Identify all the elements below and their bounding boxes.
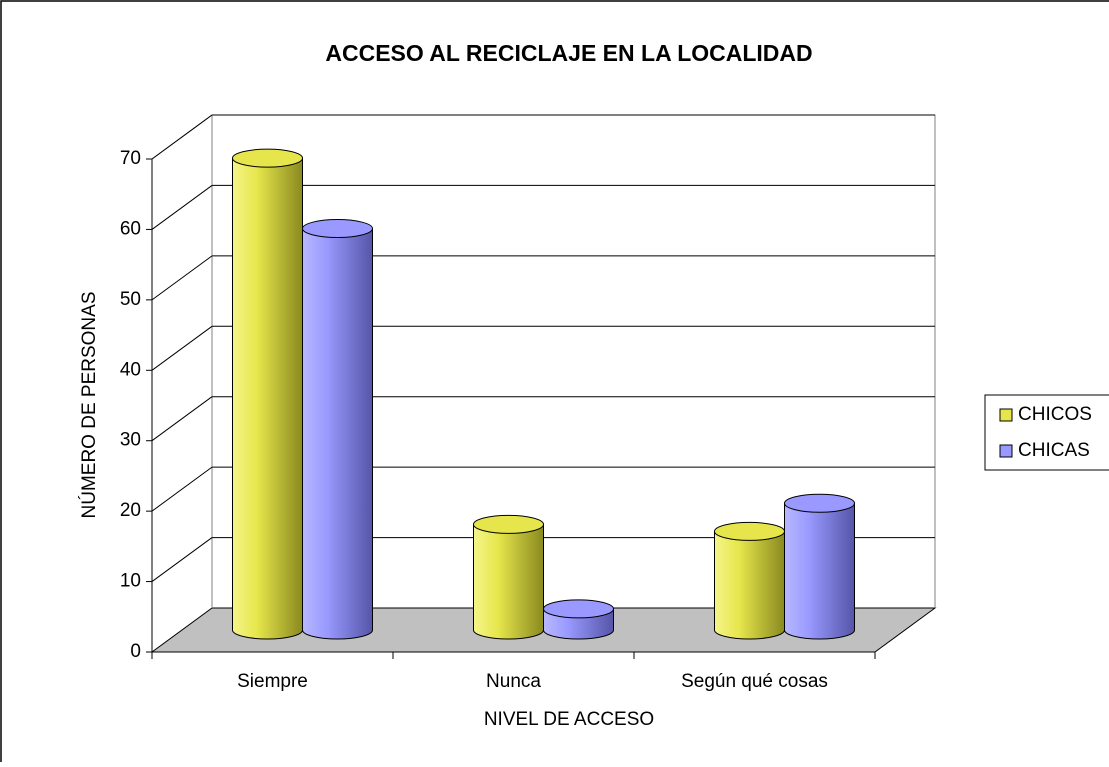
- cylinder-top: [473, 514, 544, 534]
- legend-swatch: [999, 444, 1013, 458]
- chart-title: ACCESO AL RECICLAJE EN LA LOCALIDAD: [325, 40, 812, 66]
- cylinder-body: [302, 228, 373, 640]
- cylinder-top: [302, 219, 373, 239]
- x-tick-label: Nunca: [486, 671, 541, 692]
- cylinder-body: [473, 523, 544, 640]
- cylinder-top: [784, 493, 855, 513]
- y-tick-label: 40: [120, 359, 141, 380]
- grid-line-side: [151, 466, 213, 512]
- grid-line-side: [151, 325, 213, 371]
- grid-line-side: [151, 537, 213, 582]
- legend-swatch: [999, 408, 1013, 422]
- y-tick-label: 50: [120, 289, 141, 310]
- cylinder-top: [232, 148, 303, 168]
- y-axis-label: NÚMERO DE PERSONAS: [78, 292, 100, 519]
- y-tick-label: 60: [120, 218, 141, 239]
- y-tick-label: 0: [130, 641, 141, 662]
- cylinder-top: [714, 521, 785, 541]
- cylinder-body: [784, 502, 855, 640]
- cylinder-body: [714, 530, 785, 640]
- y-tick-label: 70: [120, 148, 141, 169]
- y-tick-label: 20: [120, 500, 141, 521]
- legend-label: CHICOS: [1018, 404, 1092, 425]
- grid-line-side: [151, 396, 213, 442]
- cylinder-top: [543, 599, 614, 619]
- cylinder-body: [232, 157, 303, 640]
- x-tick-label: Según qué cosas: [681, 671, 828, 692]
- x-axis-label: NIVEL DE ACCESO: [484, 709, 654, 730]
- grid-line-side: [151, 255, 213, 301]
- y-tick-label: 10: [120, 571, 141, 592]
- grid-line-side: [151, 185, 213, 230]
- grid-line-side: [151, 114, 213, 160]
- legend-label: CHICAS: [1018, 440, 1090, 461]
- x-tick-label: Siempre: [237, 671, 308, 692]
- y-tick-label: 30: [120, 430, 141, 451]
